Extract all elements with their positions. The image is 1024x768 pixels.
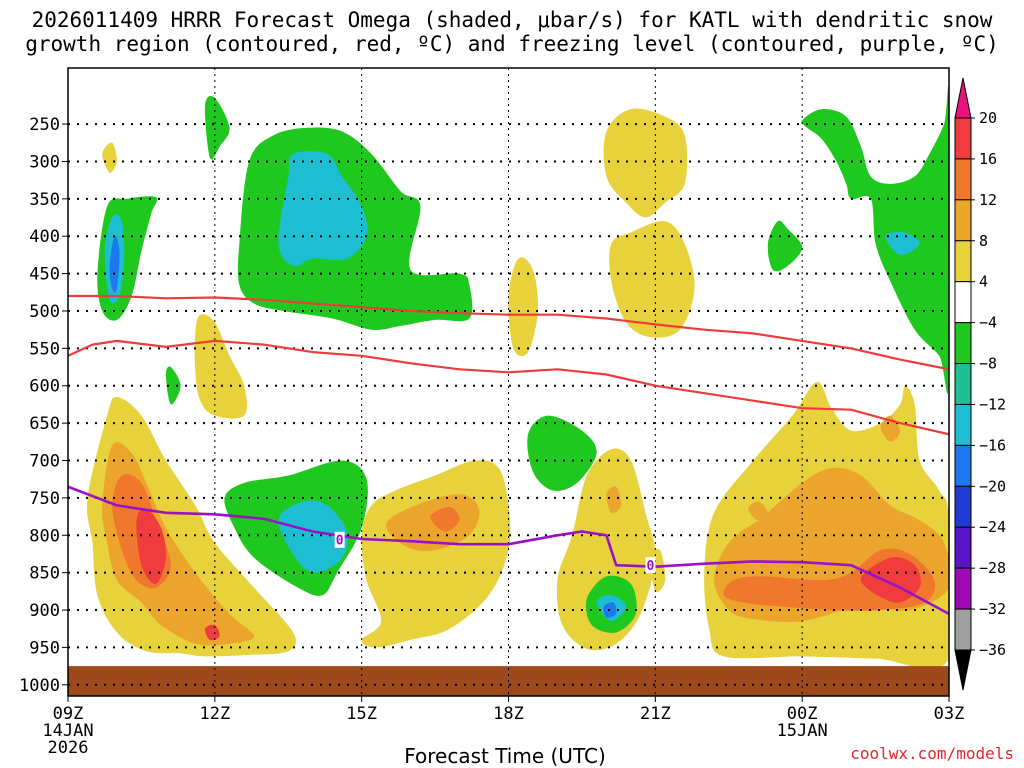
omega-region-7 <box>302 164 343 252</box>
omega-shading-layer <box>86 85 949 669</box>
x-tick-label-0: 09Z <box>53 704 84 724</box>
y-tick-label-350: 350 <box>29 190 60 210</box>
y-tick-label-500: 500 <box>29 302 60 322</box>
colorbar-segment-12 <box>954 608 972 651</box>
colorbar-segment-7 <box>954 403 972 446</box>
omega-region-0 <box>102 142 117 173</box>
colorbar-label-1: 16 <box>979 150 997 168</box>
colorbar-segment-6 <box>954 363 972 405</box>
x-tick-date-5: 15JAN <box>777 721 828 741</box>
colorbar-label-5: −4 <box>979 314 997 332</box>
colorbar-label-7: −12 <box>979 395 1006 413</box>
omega-region-9 <box>165 366 181 405</box>
colorbar-segment-3 <box>954 240 972 283</box>
freezing-label-bg-1 <box>645 557 656 574</box>
colorbar-segment-9 <box>954 485 972 528</box>
omega-region-11 <box>603 108 688 218</box>
colorbar-segment-1 <box>954 158 972 201</box>
omega-region-14 <box>801 85 949 394</box>
y-tick-label-250: 250 <box>29 115 60 135</box>
x-tick-label-1: 12Z <box>199 704 230 724</box>
colorbar-label-3: 8 <box>979 232 988 250</box>
colorbar-label-11: −28 <box>979 559 1006 577</box>
x-tick-date-0: 14JAN <box>42 721 93 741</box>
colorbar-bottom-arrow <box>954 649 972 691</box>
x-tick-label-4: 21Z <box>640 704 671 724</box>
colorbar-top-arrow <box>954 77 972 119</box>
colorbar-label-8: −16 <box>979 436 1006 454</box>
omega-region-20 <box>204 624 220 641</box>
x-tick-label-3: 18Z <box>493 704 524 724</box>
omega-region-15 <box>885 232 920 256</box>
y-tick-label-450: 450 <box>29 265 60 285</box>
colorbar-label-6: −8 <box>979 355 997 373</box>
omega-region-19 <box>136 508 167 585</box>
time-gridlines <box>214 68 803 696</box>
x-tick-label-2: 15Z <box>346 704 377 724</box>
colorbar-segment-4 <box>954 281 972 324</box>
colorbar-label-13: −36 <box>979 641 1006 659</box>
y-tick-label-600: 600 <box>29 377 60 397</box>
y-tick-label-900: 900 <box>29 601 60 621</box>
y-tick-label-650: 650 <box>29 414 60 434</box>
freezing-level-label-0: 0 <box>336 534 344 549</box>
omega-region-4 <box>204 95 230 160</box>
x-tick-year-0: 2026 <box>48 738 89 758</box>
omega-region-3 <box>109 235 120 293</box>
omega-region-32 <box>603 602 617 618</box>
y-tick-label-550: 550 <box>29 339 60 359</box>
colorbar-label-12: −32 <box>979 600 1006 618</box>
omega-region-13 <box>767 220 803 272</box>
y-tick-label-700: 700 <box>29 452 60 472</box>
omega-region-23 <box>527 415 597 491</box>
x-axis-label: Forecast Time (UTC) <box>404 744 606 768</box>
colorbar-label-9: −20 <box>979 477 1006 495</box>
omega-region-28 <box>606 486 622 514</box>
y-tick-label-800: 800 <box>29 526 60 546</box>
omega-region-37 <box>748 501 768 521</box>
chart-title-line-2: growth region (contoured, red, ºC) and f… <box>25 32 999 56</box>
freezing-level-contour <box>68 485 949 615</box>
contour-layer: 00 <box>68 294 949 615</box>
y-tick-label-1000: 1000 <box>19 676 60 696</box>
colorbar-segment-5 <box>954 322 972 365</box>
x-tick-label-5: 00Z <box>787 704 818 724</box>
site-credit[interactable]: coolwx.com/models <box>850 744 1014 763</box>
colorbar-segment-8 <box>954 444 972 487</box>
freezing-label-bg-0 <box>334 531 345 548</box>
omega-region-26 <box>430 506 460 532</box>
colorbar-segment-10 <box>954 526 972 569</box>
dgz-contour-1 <box>68 339 949 436</box>
omega-region-8 <box>194 314 248 419</box>
omega-region-10 <box>508 257 539 357</box>
colorbar-label-4: 4 <box>979 273 988 291</box>
omega-region-12 <box>609 221 695 338</box>
chart-title-line-1: 2026011409 HRRR Forecast Omega (shaded, … <box>31 8 993 32</box>
omega-region-24 <box>361 460 511 648</box>
y-tick-label-850: 850 <box>29 564 60 584</box>
freezing-level-label-1: 0 <box>647 559 655 574</box>
y-tick-label-950: 950 <box>29 638 60 658</box>
colorbar-label-2: 12 <box>979 191 997 209</box>
colorbar-label-10: −24 <box>979 518 1006 536</box>
y-tick-label-300: 300 <box>29 152 60 172</box>
colorbar-label-0: 20 <box>979 109 997 127</box>
colorbar-segment-11 <box>954 567 972 610</box>
colorbar-segment-0 <box>954 117 972 160</box>
y-tick-label-750: 750 <box>29 489 60 509</box>
x-tick-label-6: 03Z <box>934 704 965 724</box>
omega-region-22 <box>278 500 348 573</box>
dgz-contour-0 <box>68 294 949 371</box>
colorbar-segment-2 <box>954 199 972 242</box>
omega-region-25 <box>385 494 480 552</box>
colorbar: 20 16 12 8 4 −4 −8 −12 −16 −20 −24 −28 −32 −36 <box>954 77 1006 691</box>
y-tick-label-400: 400 <box>29 227 60 247</box>
y-axis-ticks: 250 300 350 400 450 500 550 600 650 700 750 800 850 9… <box>19 115 68 696</box>
